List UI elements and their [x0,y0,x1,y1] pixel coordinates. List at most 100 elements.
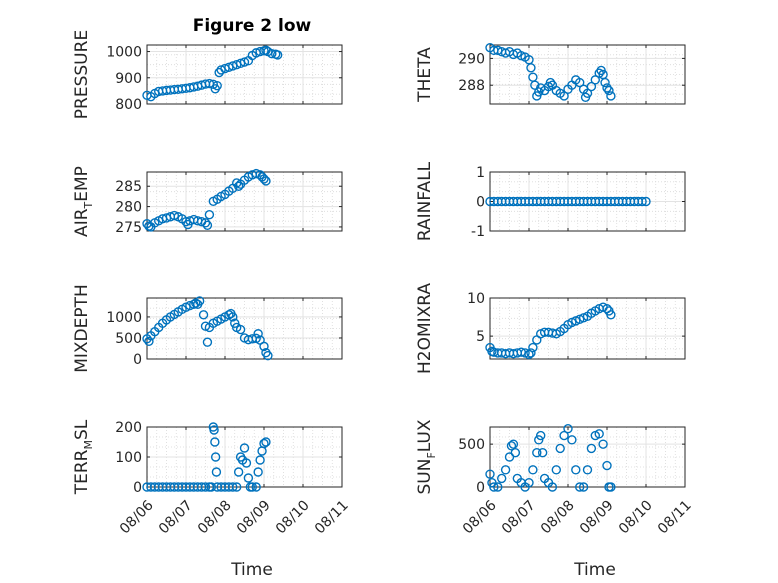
data-point [202,337,213,347]
y-tick-label: 1 [476,165,485,181]
panel-terr_msl: 0 100 200 08/06 08/07 08/08 08/09 08/10 08/11 TER… [72,419,352,537]
data-point [586,81,597,92]
data-point [212,80,222,91]
panel-pressure: 800 900 1000 PRESSURE [72,30,343,119]
y-tick-label: 10 [467,291,485,307]
data-point [200,321,211,331]
panel-sun_flux: 0 500 08/06 08/07 08/08 08/09 08/10 08/11 SUNFLU… [415,419,695,537]
data-point [586,443,597,454]
y-tick-label: 280 [115,200,142,216]
x-tick-label: 08/09 [234,497,274,537]
x-tick-label: 08/08 [195,497,235,537]
y-tick-label: 285 [115,179,142,195]
data-point [637,196,647,207]
data-point [559,91,569,101]
data-point [526,63,536,73]
data-point [575,77,585,88]
data-point [493,482,503,492]
data-point [169,210,180,221]
data-point [231,482,242,492]
data-point [555,443,565,454]
y-tick-label: -1 [471,224,485,240]
data-point [510,448,521,458]
data-point [497,473,507,484]
data-point [233,181,244,191]
y-tick-label: 500 [458,437,485,453]
y-tick-label: 900 [115,71,142,87]
axes-box [146,171,343,232]
y-tick-label: 275 [115,220,142,236]
panel-h2omixra: 5 10 H2OMIXRA [415,283,686,374]
x-tick-label: 08/11 [312,497,352,537]
data-point [506,441,517,451]
data-point [524,349,534,360]
data-point [578,482,589,492]
x-axis-label-left: Time [230,560,273,580]
x-tick-label: 08/06 [117,497,157,537]
panel-theta: 288 290 THETA [415,42,686,105]
y-axis-label: AIRTEMP [72,166,95,237]
y-axis-label-tail: EMP [72,166,92,202]
data-point [489,482,499,492]
data-point [214,67,224,78]
data-point [235,324,246,335]
data-point [267,48,277,59]
y-axis-label-tail: LUX [415,419,435,452]
data-point [532,448,542,458]
data-point [257,446,267,456]
y-axis-label: PRESSURE [72,30,92,119]
y-tick-label: 288 [458,78,485,94]
data-point [526,348,536,358]
y-axis-label-main: PRESSURE [72,30,92,119]
y-tick-label: 100 [115,450,142,466]
data-point [536,430,546,441]
data-point [594,68,604,78]
data-point [524,478,534,488]
axes-box [489,44,686,105]
y-tick-label: 0 [133,480,142,496]
data-point [228,482,238,492]
y-axis-label-main: SUN [415,459,435,495]
y-axis-label: SUNFLUX [415,419,438,494]
data-point [194,296,205,306]
y-axis-label: H2OMIXRA [415,283,435,374]
x-tick-label: 08/07 [499,497,539,537]
data-point [211,467,222,477]
axes-box [146,297,343,360]
data-point [606,310,616,320]
y-tick-label: 0 [476,480,485,496]
data-point [144,336,154,347]
y-axis-label-main: RAINFALL [415,161,435,241]
data-point [243,473,254,483]
data-point [209,425,219,435]
data-point [259,174,269,184]
panel-mixdepth: 0 500 1000 MIXDEPTH [72,284,343,373]
y-tick-label: 200 [115,420,142,436]
data-point [602,83,612,93]
data-point [259,341,269,352]
data-point [598,439,608,449]
data-point [551,465,561,475]
y-axis-label-main: THETA [415,47,435,103]
y-axis-label-subscript: T [82,201,95,209]
x-tick-label: 08/07 [156,497,196,537]
x-tick-label: 08/10 [273,497,313,537]
data-point [198,310,209,320]
figure-title: Figure 2 low [193,16,312,36]
data-point [559,430,569,441]
x-tick-label: 08/10 [616,497,656,537]
y-axis-label: THETA [415,47,435,103]
data-point [571,465,581,475]
data-point [200,482,211,492]
data-point [210,437,220,447]
data-point [641,196,651,207]
y-tick-label: 0 [476,195,485,211]
panel-air_temp: 275 280 285 AIRTEMP [72,166,343,237]
data-point [575,482,585,492]
y-tick-label: 800 [115,97,142,113]
data-point [547,482,558,492]
data-point [530,80,540,90]
data-point [606,91,616,101]
y-axis-label-tail: SL [72,419,92,440]
